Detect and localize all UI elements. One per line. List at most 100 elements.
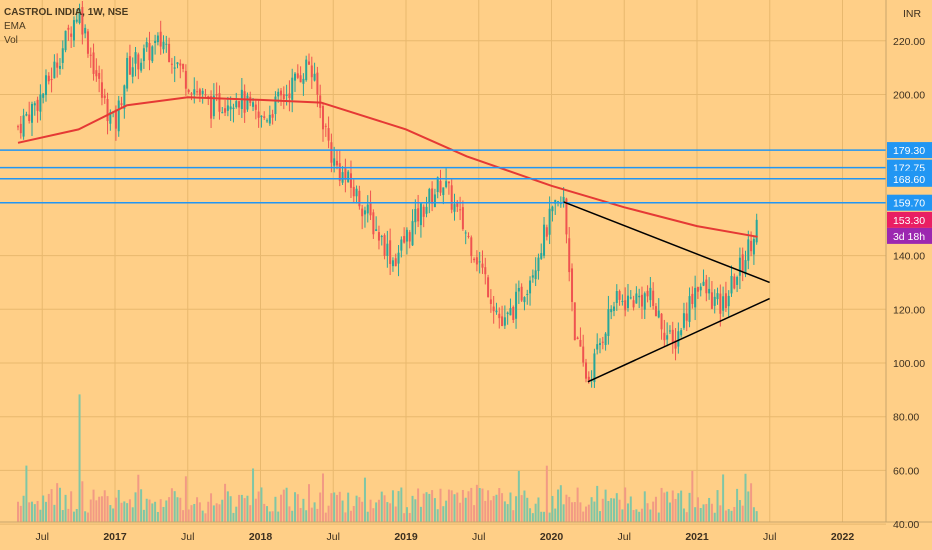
volume-bar	[112, 508, 115, 522]
candle-body	[232, 107, 235, 110]
candle-body	[593, 353, 596, 383]
volume-bar	[534, 503, 537, 522]
candle-body	[481, 263, 484, 268]
trendline[interactable]	[563, 201, 770, 284]
candle-body	[585, 362, 588, 379]
candle-body	[366, 204, 369, 214]
volume-bar	[671, 490, 674, 522]
candle-body	[649, 287, 652, 301]
x-tick-label: Jul	[181, 531, 194, 543]
volume-bar	[204, 513, 207, 522]
candle-body	[515, 291, 518, 319]
price-axis[interactable]: 220.00 200.00 140.00 120.00 100.00 80.00 60.00…	[893, 36, 925, 531]
candle-body	[747, 239, 750, 261]
candle-body	[484, 267, 487, 275]
candle-body	[506, 312, 509, 314]
y-tick-label: 200.00	[893, 90, 925, 102]
candle-body	[173, 67, 176, 69]
volume-bar	[755, 511, 758, 522]
volume-bar	[515, 496, 518, 522]
symbol-title[interactable]: CASTROL INDIA, 1W, NSE	[4, 7, 129, 18]
candle-body	[344, 168, 347, 180]
candle-body	[36, 99, 39, 111]
candle-body	[755, 219, 758, 243]
volume-bar	[635, 509, 638, 522]
candle-body	[120, 103, 123, 105]
volume-indicator-label[interactable]: Vol	[4, 35, 18, 46]
candle-body	[114, 109, 117, 129]
candle-body	[347, 171, 350, 183]
volume-bar	[501, 493, 504, 522]
candle-body	[369, 202, 372, 216]
candle-body	[501, 316, 504, 326]
candle-body	[492, 306, 495, 312]
volume-bar	[389, 503, 392, 522]
candle-body	[268, 114, 271, 124]
candle-body	[652, 290, 655, 306]
candle-body	[33, 103, 36, 106]
candle-body	[95, 70, 98, 77]
trendlines[interactable]	[563, 201, 770, 383]
time-axis[interactable]: Jul 2017 Jul 2018 Jul 2019 Jul 2020 Jul 2021 Jul 20…	[36, 531, 855, 543]
candle-body	[383, 235, 386, 256]
volume-bar	[280, 494, 283, 522]
candle-body	[691, 293, 694, 304]
candle-body	[372, 212, 375, 235]
candle-body	[657, 310, 660, 318]
candle-body	[730, 275, 733, 294]
candle-body	[671, 329, 674, 343]
volume-bar	[649, 509, 652, 522]
candle-body	[218, 93, 221, 112]
volume-bar	[103, 490, 106, 522]
volume-bar	[397, 491, 400, 522]
volume-bar	[428, 493, 431, 522]
candle-body	[327, 128, 330, 141]
x-tick-label: Jul	[327, 531, 340, 543]
volume-bar	[268, 511, 271, 522]
candle-body	[478, 261, 481, 263]
volume-bar	[363, 477, 366, 522]
volume-bar	[28, 502, 31, 522]
volume-bar	[411, 495, 414, 522]
candle-body	[626, 295, 629, 309]
volume-bar	[193, 503, 196, 522]
horizontal-levels[interactable]	[0, 149, 886, 204]
volume-bar	[173, 491, 176, 522]
volume-bar	[394, 506, 397, 522]
volume-bar	[408, 512, 411, 522]
volume-bar	[148, 499, 151, 522]
volume-bar	[450, 490, 453, 522]
candle-body	[526, 293, 529, 295]
ema-indicator-label[interactable]: EMA	[4, 21, 26, 32]
volume-bar	[747, 491, 750, 522]
candle-body	[529, 280, 532, 294]
volume-bar	[372, 508, 375, 522]
candle-body	[503, 317, 506, 326]
trendline[interactable]	[587, 297, 770, 383]
candle-body	[419, 202, 422, 226]
candle-body	[543, 224, 546, 256]
volume-bar	[324, 512, 327, 522]
volume-bar	[568, 496, 571, 522]
volume-bar	[95, 500, 98, 522]
candle-body	[688, 296, 691, 322]
current-price-tag: 153.30	[887, 211, 932, 228]
candle-body	[291, 77, 294, 100]
candle-body	[612, 306, 615, 311]
candle-body	[498, 313, 501, 319]
candle-body	[56, 62, 59, 68]
volume-bar	[688, 492, 691, 522]
x-tick-label: 2018	[249, 531, 273, 543]
candle-body	[324, 125, 327, 127]
candle-body	[601, 341, 604, 343]
volume-bar	[182, 510, 185, 522]
candle-body	[744, 260, 747, 275]
candle-body	[22, 115, 25, 137]
y-tick-label: 220.00	[893, 36, 925, 48]
candle-body	[103, 95, 106, 98]
candle-body	[128, 56, 131, 75]
candle-body	[467, 235, 470, 237]
volume-bar	[579, 502, 582, 522]
volume-bar	[445, 500, 448, 522]
